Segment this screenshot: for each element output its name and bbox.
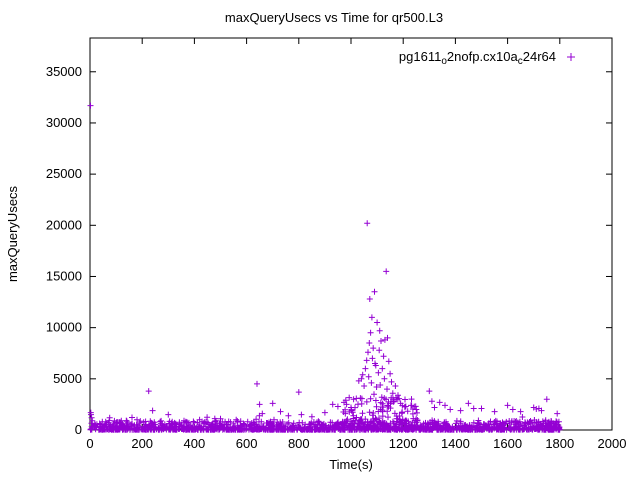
y-tick-label: 35000	[46, 64, 82, 79]
plot-border	[89, 37, 613, 431]
y-tick-label: 30000	[46, 115, 82, 130]
x-tick-label: 1000	[337, 436, 366, 451]
x-tick-label: 200	[131, 436, 153, 451]
y-tick-label: 25000	[46, 166, 82, 181]
y-axis-label: maxQueryUsecs	[5, 185, 20, 282]
x-tick-label: 400	[184, 436, 206, 451]
y-tick-label: 5000	[53, 371, 82, 386]
chart-title: maxQueryUsecs vs Time for qr500.L3	[225, 10, 443, 25]
legend-marker-icon	[567, 53, 575, 61]
x-tick-label: 1200	[389, 436, 418, 451]
x-tick-label: 1400	[441, 436, 470, 451]
y-tick-label: 15000	[46, 268, 82, 283]
x-tick-label: 2000	[598, 436, 627, 451]
legend-label: pg1611o2nofp.cx10ac24r64	[399, 49, 556, 67]
x-tick-label: 0	[86, 436, 93, 451]
x-tick-label: 800	[288, 436, 310, 451]
x-tick-label: 1600	[493, 436, 522, 451]
data-point-markers	[87, 102, 563, 433]
x-tick-label: 600	[236, 436, 258, 451]
y-tick-label: 0	[75, 422, 82, 437]
data-points	[87, 102, 563, 433]
axis-ticks	[89, 38, 613, 431]
x-axis-label: Time(s)	[329, 457, 373, 472]
x-tick-labels: 0 200 400 600 800 1000 1200 1400 1600 1800 2000	[86, 436, 626, 451]
y-tick-label: 20000	[46, 217, 82, 232]
x-tick-label: 1800	[545, 436, 574, 451]
y-tick-labels: 0 5000 10000 15000 20000 25000 30000 35000	[46, 64, 82, 437]
y-tick-label: 10000	[46, 320, 82, 335]
legend: pg1611o2nofp.cx10ac24r64	[399, 49, 575, 67]
